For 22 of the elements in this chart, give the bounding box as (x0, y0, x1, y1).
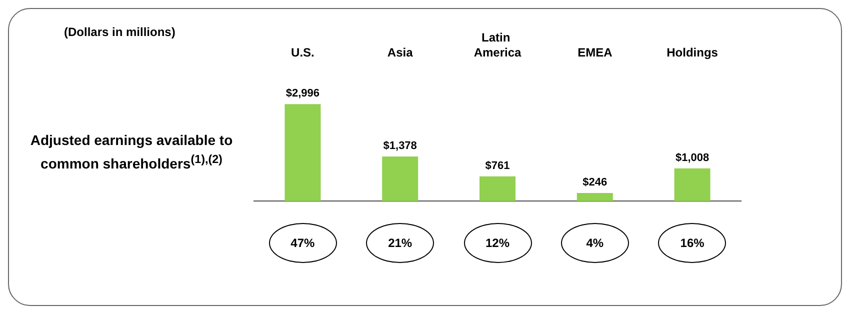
bar (576, 193, 613, 201)
data-label: $246 (582, 176, 608, 189)
oval-frame: 21% (366, 223, 434, 263)
x-tick-label: EMEA (578, 46, 613, 60)
oval-frame: 47% (268, 223, 337, 263)
oval-frame: 12% (464, 223, 532, 263)
bar (480, 176, 516, 201)
bar (382, 156, 418, 201)
y-axis-title: Adjusted earnings available to common shareholders$^{(1),(2)}$ (29, 131, 234, 174)
data-label: $1,008 (675, 152, 710, 164)
bar (674, 168, 710, 201)
x-tick-label: Holdings (666, 46, 718, 60)
data-label: $1,378 (383, 140, 417, 152)
x-tick-label: Asia (387, 46, 414, 60)
data-label: $2,996 (286, 88, 320, 100)
bar (284, 104, 321, 201)
x-tick-label: U.S. (291, 46, 314, 60)
x-tick-label: Latin America (474, 30, 522, 60)
oval-frame: 16% (658, 223, 726, 263)
data-label: $761 (485, 160, 510, 172)
text: (Dollars in millions) (64, 25, 176, 39)
oval-frame: 4% (560, 223, 629, 263)
